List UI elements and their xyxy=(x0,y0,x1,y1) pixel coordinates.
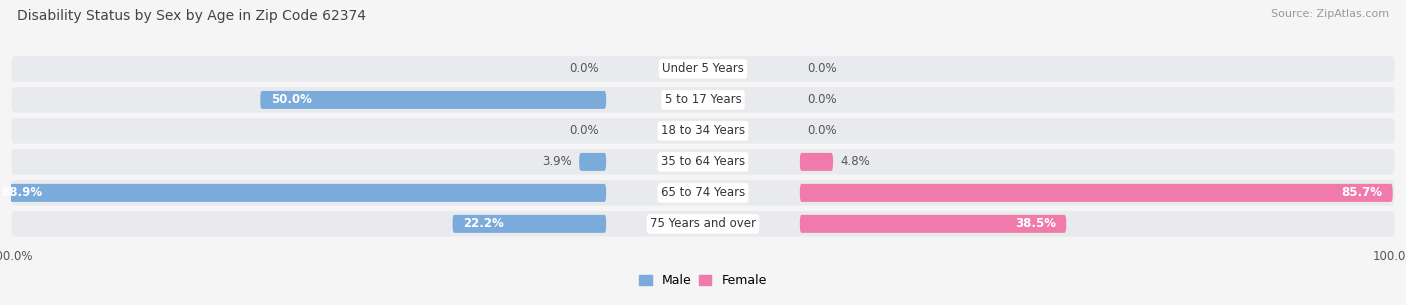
Text: 4.8%: 4.8% xyxy=(839,155,870,168)
Legend: Male, Female: Male, Female xyxy=(634,269,772,292)
Text: Disability Status by Sex by Age in Zip Code 62374: Disability Status by Sex by Age in Zip C… xyxy=(17,9,366,23)
FancyBboxPatch shape xyxy=(579,153,606,171)
Text: 3.9%: 3.9% xyxy=(543,155,572,168)
Text: Source: ZipAtlas.com: Source: ZipAtlas.com xyxy=(1271,9,1389,19)
Text: 0.0%: 0.0% xyxy=(807,93,837,106)
FancyBboxPatch shape xyxy=(11,118,1395,144)
FancyBboxPatch shape xyxy=(453,215,606,233)
FancyBboxPatch shape xyxy=(11,87,1395,113)
Text: 0.0%: 0.0% xyxy=(807,63,837,75)
FancyBboxPatch shape xyxy=(11,180,1395,206)
Text: Under 5 Years: Under 5 Years xyxy=(662,63,744,75)
FancyBboxPatch shape xyxy=(11,211,1395,237)
Text: 50.0%: 50.0% xyxy=(271,93,312,106)
FancyBboxPatch shape xyxy=(11,149,1395,174)
Text: 0.0%: 0.0% xyxy=(807,124,837,138)
Text: 18 to 34 Years: 18 to 34 Years xyxy=(661,124,745,138)
Text: 75 Years and over: 75 Years and over xyxy=(650,217,756,230)
FancyBboxPatch shape xyxy=(0,184,606,202)
Text: 85.7%: 85.7% xyxy=(1341,186,1382,199)
FancyBboxPatch shape xyxy=(11,56,1395,82)
Text: 0.0%: 0.0% xyxy=(569,124,599,138)
Text: 0.0%: 0.0% xyxy=(569,63,599,75)
FancyBboxPatch shape xyxy=(800,153,832,171)
FancyBboxPatch shape xyxy=(800,215,1066,233)
Text: 22.2%: 22.2% xyxy=(463,217,503,230)
Text: 88.9%: 88.9% xyxy=(1,186,42,199)
FancyBboxPatch shape xyxy=(260,91,606,109)
Text: 38.5%: 38.5% xyxy=(1015,217,1056,230)
Text: 65 to 74 Years: 65 to 74 Years xyxy=(661,186,745,199)
Text: 5 to 17 Years: 5 to 17 Years xyxy=(665,93,741,106)
Text: 35 to 64 Years: 35 to 64 Years xyxy=(661,155,745,168)
FancyBboxPatch shape xyxy=(800,184,1393,202)
